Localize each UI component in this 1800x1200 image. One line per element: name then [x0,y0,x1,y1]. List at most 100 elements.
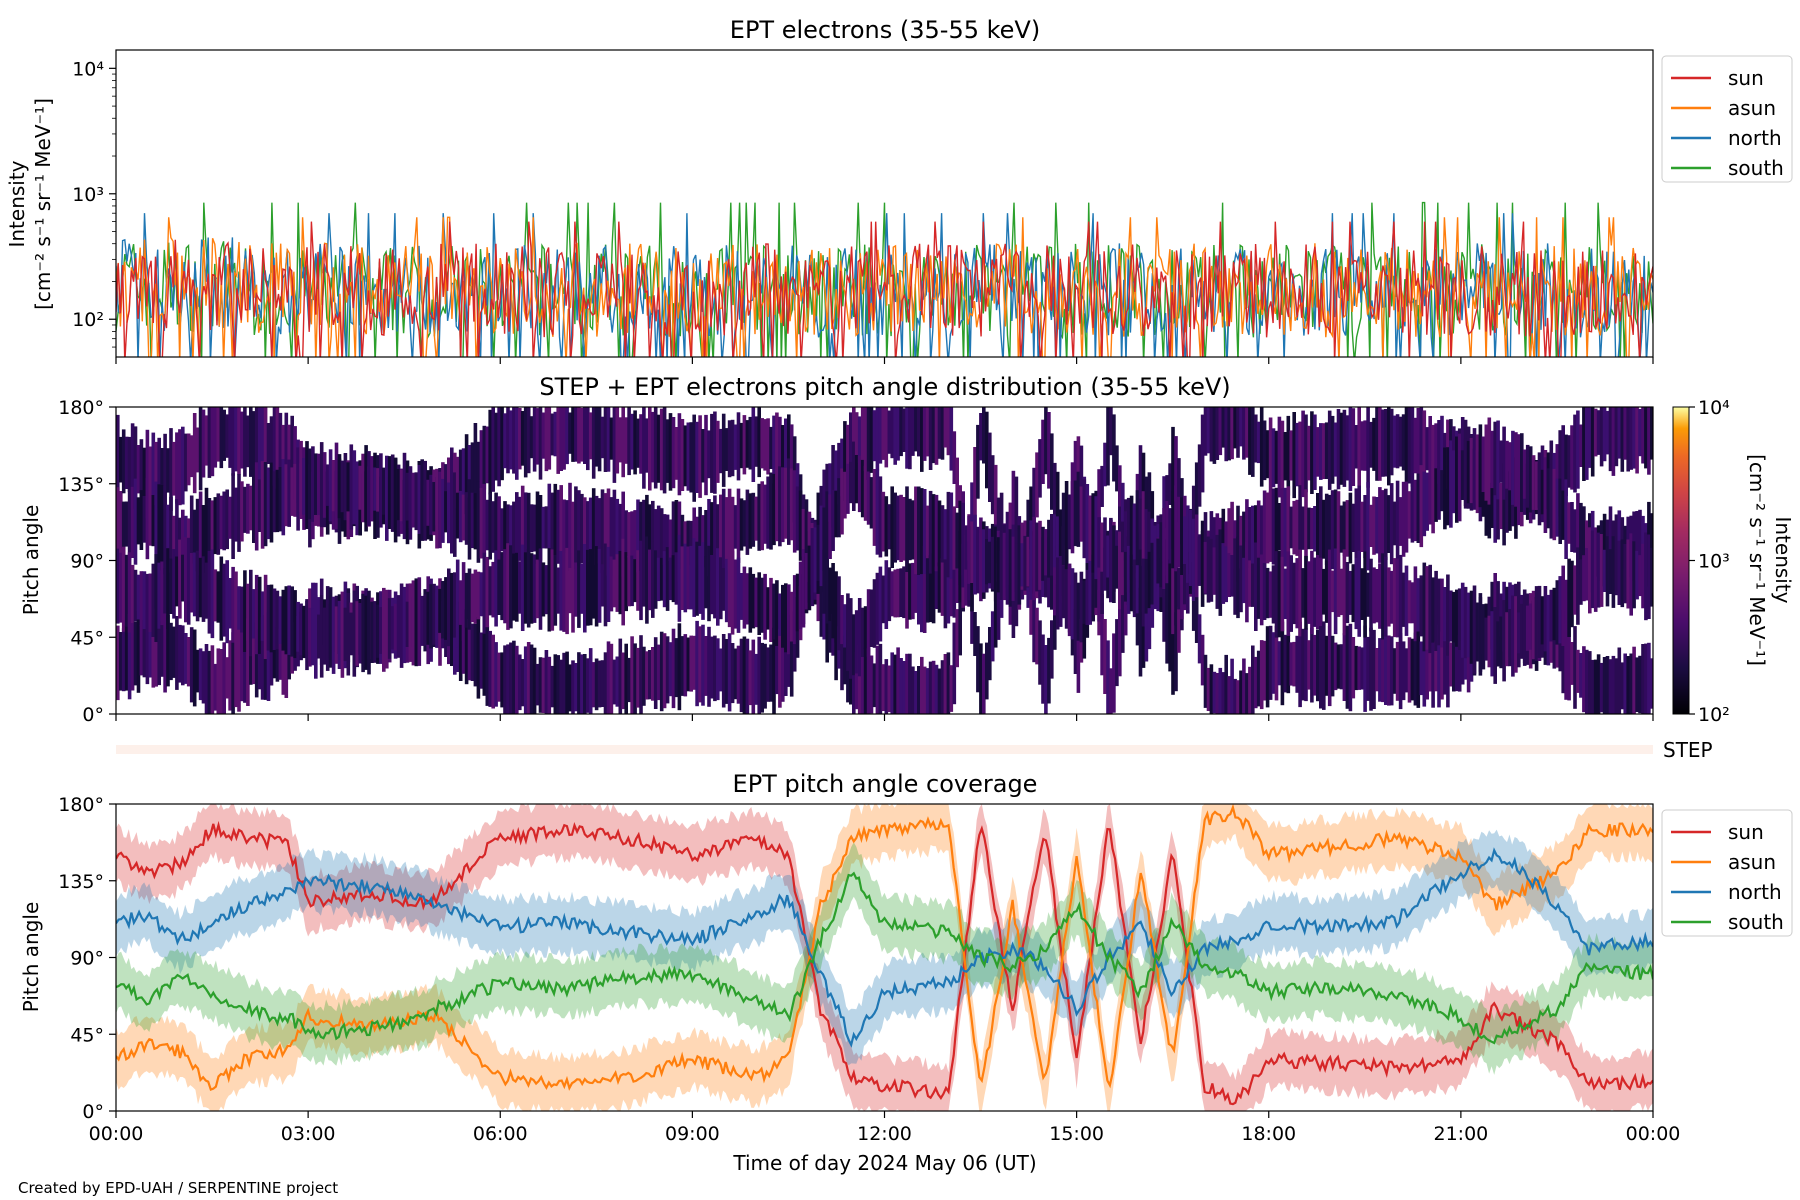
heatmap-cell [1256,650,1261,707]
heatmap-cell [807,545,812,603]
heatmap-cell [1268,571,1273,618]
heatmap-cell [1552,468,1557,541]
heatmap-cell [787,640,791,687]
heatmap-cell [429,584,433,649]
heatmap-cell [952,506,957,570]
heatmap-cell [523,552,528,624]
heatmap-cell [1138,445,1143,533]
heatmap-cell [213,407,218,468]
heatmap-cell [1168,463,1172,505]
heatmap-cell [568,567,572,614]
heatmap-cell [878,407,883,464]
heatmap-cell [119,632,123,691]
heatmap-cell [1333,489,1338,570]
heatmap-cell [1351,564,1356,623]
heatmap-cell [1555,478,1560,537]
heatmap-cell [849,598,853,679]
heatmap-cell [1567,435,1571,488]
y-tick-label: 180° [58,794,104,816]
heatmap-cell [535,663,540,706]
heatmap-cell [535,408,540,465]
heatmap-cell [1289,642,1293,686]
heatmap-cell [1183,516,1187,564]
heatmap-cell [1227,553,1231,597]
heatmap-cell [1413,566,1418,642]
heatmap-cell [1251,645,1255,714]
heatmap-cell [887,504,892,550]
heatmap-cell [287,585,291,655]
heatmap-cell [1032,516,1036,601]
heatmap-cell [213,569,218,622]
heatmap-cell [1126,497,1131,585]
heatmap-cell [272,407,277,486]
heatmap-cell [1265,567,1270,619]
heatmap-cell [719,494,723,572]
heatmap-cell [1605,656,1610,714]
heatmap-cell [420,459,424,541]
heatmap-cell [1366,572,1370,617]
heatmap-cell [1301,628,1305,701]
heatmap-cell [911,407,915,456]
heatmap-cell [698,415,702,498]
panel3-plot-area [116,804,1653,1111]
heatmap-cell [775,580,779,646]
heatmap-cell [402,586,407,664]
heatmap-cell [1428,416,1432,484]
heatmap-cell [503,413,507,469]
heatmap-cell [272,588,277,650]
heatmap-cell [1620,539,1625,608]
heatmap-cell [642,646,646,706]
heatmap-cell [618,417,623,463]
heatmap-cell [1632,407,1636,469]
heatmap-cell [1635,407,1639,474]
heatmap-cell [736,412,741,481]
heatmap-cell [624,510,628,559]
heatmap-cell [1053,544,1057,616]
heatmap-cell [1121,521,1125,574]
heatmap-cell [1165,575,1169,664]
heatmap-cell [1419,407,1424,492]
heatmap-cell [1579,559,1583,605]
heatmap-cell [1286,486,1291,569]
heatmap-cell [1132,503,1137,567]
heatmap-cell [1490,430,1494,489]
heatmap-cell [195,649,200,693]
heatmap-cell [985,642,989,700]
heatmap-cell [1502,463,1506,546]
heatmap-cell [979,413,983,461]
heatmap-cell [1457,433,1462,522]
heatmap-cell [1351,637,1356,699]
heatmap-cell [1218,529,1223,616]
heatmap-cell [1434,423,1438,479]
heatmap-cell [1307,507,1311,550]
heatmap-cell [1239,670,1243,714]
heatmap-cell [636,418,640,468]
heatmap-cell [1251,505,1255,566]
heatmap-cell [1286,415,1291,496]
y-tick-label: 180° [58,397,104,419]
heatmap-cell [1248,666,1252,714]
heatmap-cell [195,550,200,622]
heatmap-cell [1336,491,1341,568]
heatmap-cell [1558,576,1562,644]
heatmap-cell [314,453,318,515]
heatmap-cell [1274,625,1279,701]
heatmap-cell [612,407,617,483]
heatmap-cell [1055,471,1060,557]
heatmap-cell [1283,487,1288,567]
heatmap-cell [1431,625,1435,708]
heatmap-cell [769,426,773,469]
heatmap-cell [520,485,525,572]
heatmap-cell [606,546,611,622]
colorbar-tick-label: 10³ [1698,551,1730,573]
heatmap-cell [671,501,676,581]
heatmap-cell [556,407,560,474]
heatmap-cell [914,486,918,575]
heatmap-cell [1079,571,1084,643]
heatmap-cell [1490,482,1494,528]
heatmap-cell [355,464,359,511]
heatmap-cell [249,407,253,477]
heatmap-cell [630,413,634,470]
heatmap-cell [1298,549,1302,637]
heatmap-cell [618,638,623,714]
